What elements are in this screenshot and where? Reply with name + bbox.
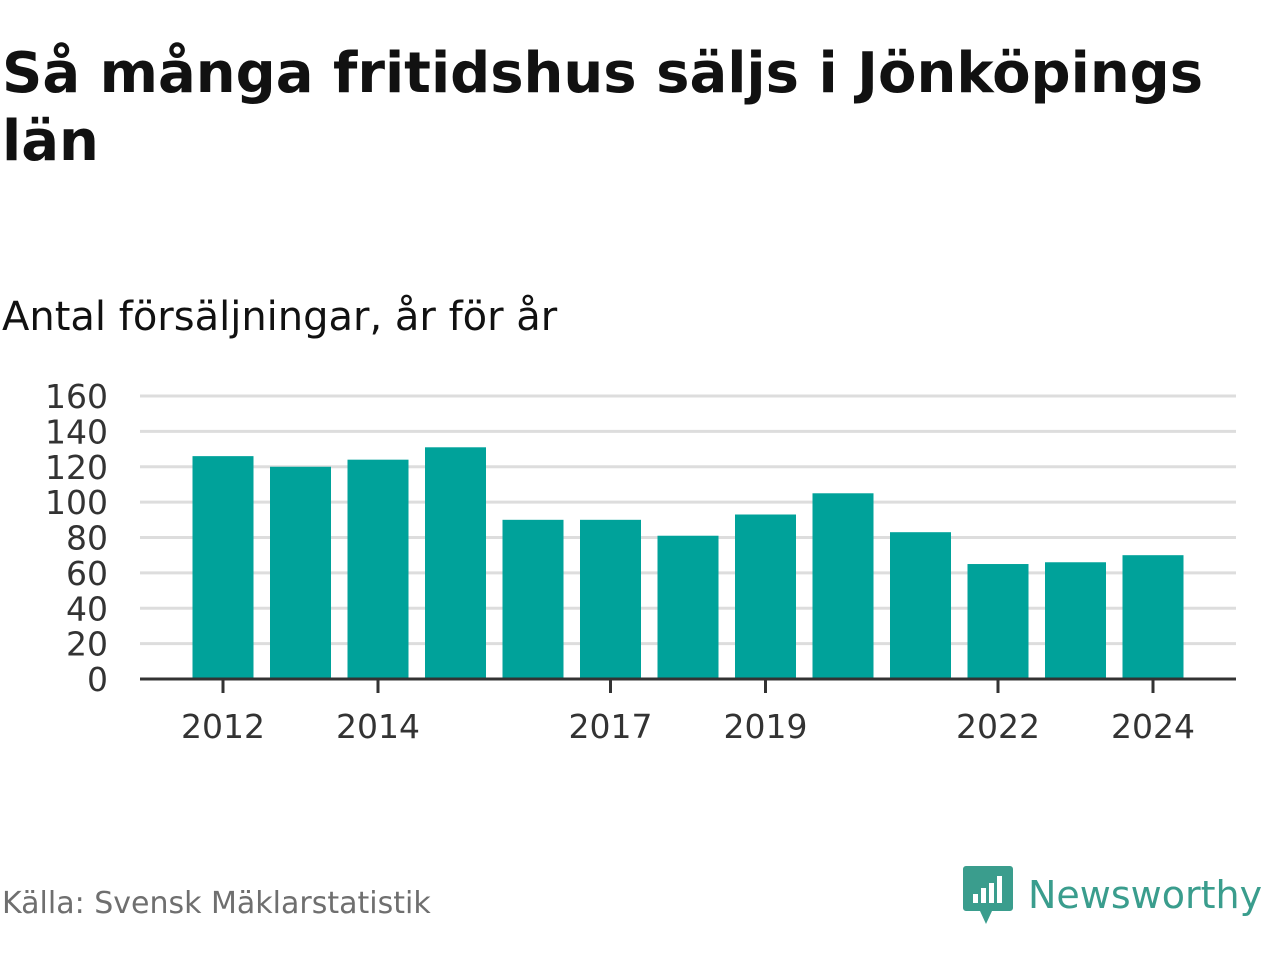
bar-2013 [270,466,331,679]
brand-logo: Newsworthy [962,864,1262,926]
bar-2015 [425,447,486,679]
y-tick-label: 120 [45,448,108,487]
bar-2021 [890,532,951,679]
y-tick-label: 20 [66,625,108,664]
y-tick-label: 140 [45,412,108,451]
chart-title: Så många fritidshus säljs i Jönköpings l… [2,41,1204,174]
bar-2022 [967,564,1029,679]
bar-2024 [1122,555,1184,679]
y-tick-label: 60 [66,554,108,593]
y-tick-label: 80 [66,519,108,558]
bar-2023 [1045,562,1106,679]
bars [192,447,1184,679]
y-tick-label: 160 [45,377,108,416]
x-tick-label: 2022 [956,707,1040,746]
axes [140,677,1236,693]
newsworthy-logo-icon [963,866,1013,924]
brand-name: Newsworthy [1028,873,1263,917]
x-tick-label: 2019 [724,707,808,746]
bar-2019 [735,514,796,679]
bar-2016 [502,519,564,679]
bar-2020 [812,493,874,679]
bar-2012 [192,456,254,679]
y-tick-label: 40 [66,589,108,628]
x-tick-label: 2014 [336,707,420,746]
bar-2014 [347,459,409,679]
x-tick-label: 2024 [1111,707,1195,746]
y-tick-label: 0 [87,660,108,699]
source-note: Källa: Svensk Mäklarstatistik [2,886,431,921]
x-tick-label: 2012 [181,707,265,746]
y-tick-label: 100 [45,483,108,522]
bar-2017 [580,519,641,679]
chart-subtitle: Antal försäljningar, år för år [2,294,558,340]
x-tick-label: 2017 [569,707,653,746]
bar-2018 [657,535,719,679]
